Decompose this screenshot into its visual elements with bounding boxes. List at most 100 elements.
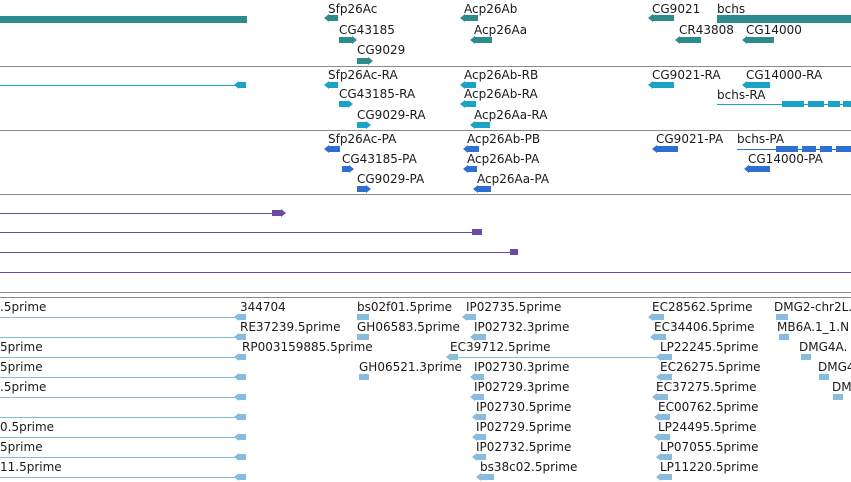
feature-label[interactable]: bchs-PA — [737, 132, 785, 146]
feature-block[interactable] — [748, 166, 770, 172]
feature-label[interactable]: 0.5prime — [0, 420, 55, 434]
feature-label[interactable]: CG14000-RA — [746, 68, 823, 82]
feature-block[interactable] — [776, 146, 798, 152]
feature-label[interactable]: EC37275.5prime — [656, 380, 757, 394]
feature-label[interactable]: CG14000-PA — [748, 152, 823, 166]
feature-label[interactable]: CG43185 — [339, 23, 395, 37]
feature-label[interactable]: IP02735.5prime — [466, 300, 562, 314]
feature-label[interactable]: Acp26Aa — [474, 23, 528, 37]
feature-line[interactable] — [0, 337, 240, 338]
feature-block[interactable] — [0, 16, 247, 23]
feature-block[interactable] — [801, 354, 811, 360]
feature-label[interactable]: EC34406.5prime — [654, 320, 755, 334]
feature-label[interactable]: CG14000 — [746, 23, 802, 37]
feature-block[interactable] — [357, 314, 369, 320]
feature-block[interactable] — [746, 37, 774, 43]
feature-block[interactable] — [357, 186, 367, 192]
feature-block[interactable] — [836, 146, 851, 152]
feature-block[interactable] — [357, 58, 369, 64]
feature-block[interactable] — [717, 15, 851, 23]
feature-label[interactable]: IP02732.5prime — [476, 440, 572, 454]
feature-label[interactable]: 5prime — [0, 360, 43, 374]
feature-label[interactable]: GH06521.3prime — [359, 360, 462, 374]
feature-block[interactable] — [238, 354, 246, 360]
feature-block[interactable] — [476, 434, 486, 440]
feature-block[interactable] — [474, 374, 484, 380]
feature-block[interactable] — [238, 414, 246, 420]
feature-label[interactable]: LP11220.5prime — [660, 460, 759, 474]
feature-line[interactable] — [0, 232, 474, 233]
feature-block[interactable] — [654, 334, 666, 340]
feature-label[interactable]: Sfp26Ac-RA — [328, 68, 398, 82]
feature-block[interactable] — [339, 101, 349, 107]
feature-block[interactable] — [238, 454, 246, 460]
feature-label[interactable]: IP02732.3prime — [474, 320, 570, 334]
feature-label[interactable]: DMG2-chr2L. — [774, 300, 851, 314]
feature-block[interactable] — [472, 229, 482, 235]
feature-block[interactable] — [656, 394, 668, 400]
feature-block[interactable] — [746, 82, 770, 88]
feature-block[interactable] — [339, 37, 353, 43]
feature-line[interactable] — [0, 213, 274, 214]
feature-label[interactable]: Acp26Ab-PA — [467, 152, 540, 166]
feature-block[interactable] — [656, 146, 678, 152]
feature-label[interactable]: IP02730.3prime — [474, 360, 570, 374]
feature-block[interactable] — [238, 434, 246, 440]
feature-label[interactable]: Acp26Ab-RB — [464, 68, 539, 82]
feature-label[interactable]: CG43185-RA — [339, 87, 416, 101]
feature-label[interactable]: RP003159885.5prime — [242, 340, 373, 354]
feature-block[interactable] — [660, 374, 672, 380]
feature-label[interactable]: CG9029-PA — [357, 172, 425, 186]
feature-block[interactable] — [474, 334, 486, 340]
feature-line[interactable] — [0, 85, 240, 86]
feature-block[interactable] — [238, 82, 246, 88]
feature-label[interactable]: IP02730.5prime — [476, 400, 572, 414]
feature-block[interactable] — [450, 354, 458, 360]
feature-block[interactable] — [652, 82, 674, 88]
feature-line[interactable] — [0, 477, 240, 478]
feature-label[interactable]: LP07055.5prime — [660, 440, 759, 454]
feature-block[interactable] — [679, 37, 701, 43]
feature-block[interactable] — [474, 394, 484, 400]
feature-label[interactable]: RE37239.5prime — [240, 320, 341, 334]
feature-block[interactable] — [476, 454, 486, 460]
feature-block[interactable] — [474, 122, 490, 128]
feature-label[interactable]: CG9021-PA — [656, 132, 724, 146]
feature-label[interactable]: bs38c02.5prime — [480, 460, 578, 474]
feature-label[interactable]: EC26275.5prime — [660, 360, 761, 374]
feature-label[interactable]: LP22245.5prime — [660, 340, 759, 354]
feature-block[interactable] — [779, 334, 789, 340]
feature-label[interactable]: bchs-RA — [717, 88, 766, 102]
feature-label[interactable]: 5prime — [0, 440, 43, 454]
feature-line[interactable] — [0, 272, 851, 273]
feature-block[interactable] — [464, 15, 478, 21]
feature-block[interactable] — [272, 210, 282, 216]
feature-block[interactable] — [477, 186, 491, 192]
feature-block[interactable] — [510, 249, 518, 255]
feature-block[interactable] — [464, 101, 476, 107]
feature-block[interactable] — [782, 101, 804, 107]
feature-block[interactable] — [660, 354, 672, 360]
feature-line[interactable] — [0, 317, 240, 318]
feature-label[interactable]: Acp26Ab-RA — [464, 87, 538, 101]
feature-block[interactable] — [660, 454, 672, 460]
feature-block[interactable] — [467, 146, 479, 152]
feature-block[interactable] — [342, 166, 350, 172]
feature-label[interactable]: 5prime — [0, 340, 43, 354]
feature-block[interactable] — [819, 374, 829, 380]
feature-label[interactable]: CG9021 — [652, 2, 701, 16]
feature-label[interactable]: IP02729.3prime — [474, 380, 570, 394]
feature-label[interactable]: Sfp26Ac-PA — [328, 132, 397, 146]
feature-line[interactable] — [0, 397, 240, 398]
feature-block[interactable] — [238, 474, 246, 480]
feature-label[interactable]: DMG4A. — [799, 340, 848, 354]
feature-block[interactable] — [476, 414, 486, 420]
feature-label[interactable]: Acp26Ab — [464, 2, 518, 16]
feature-label[interactable]: DMG4 — [818, 360, 851, 374]
feature-label[interactable]: bchs — [717, 2, 746, 16]
feature-label[interactable]: MB6A.1_1.N — [777, 320, 850, 334]
feature-label[interactable]: bs02f01.5prime — [357, 300, 453, 314]
feature-block[interactable] — [480, 474, 494, 480]
feature-line[interactable] — [452, 357, 660, 358]
